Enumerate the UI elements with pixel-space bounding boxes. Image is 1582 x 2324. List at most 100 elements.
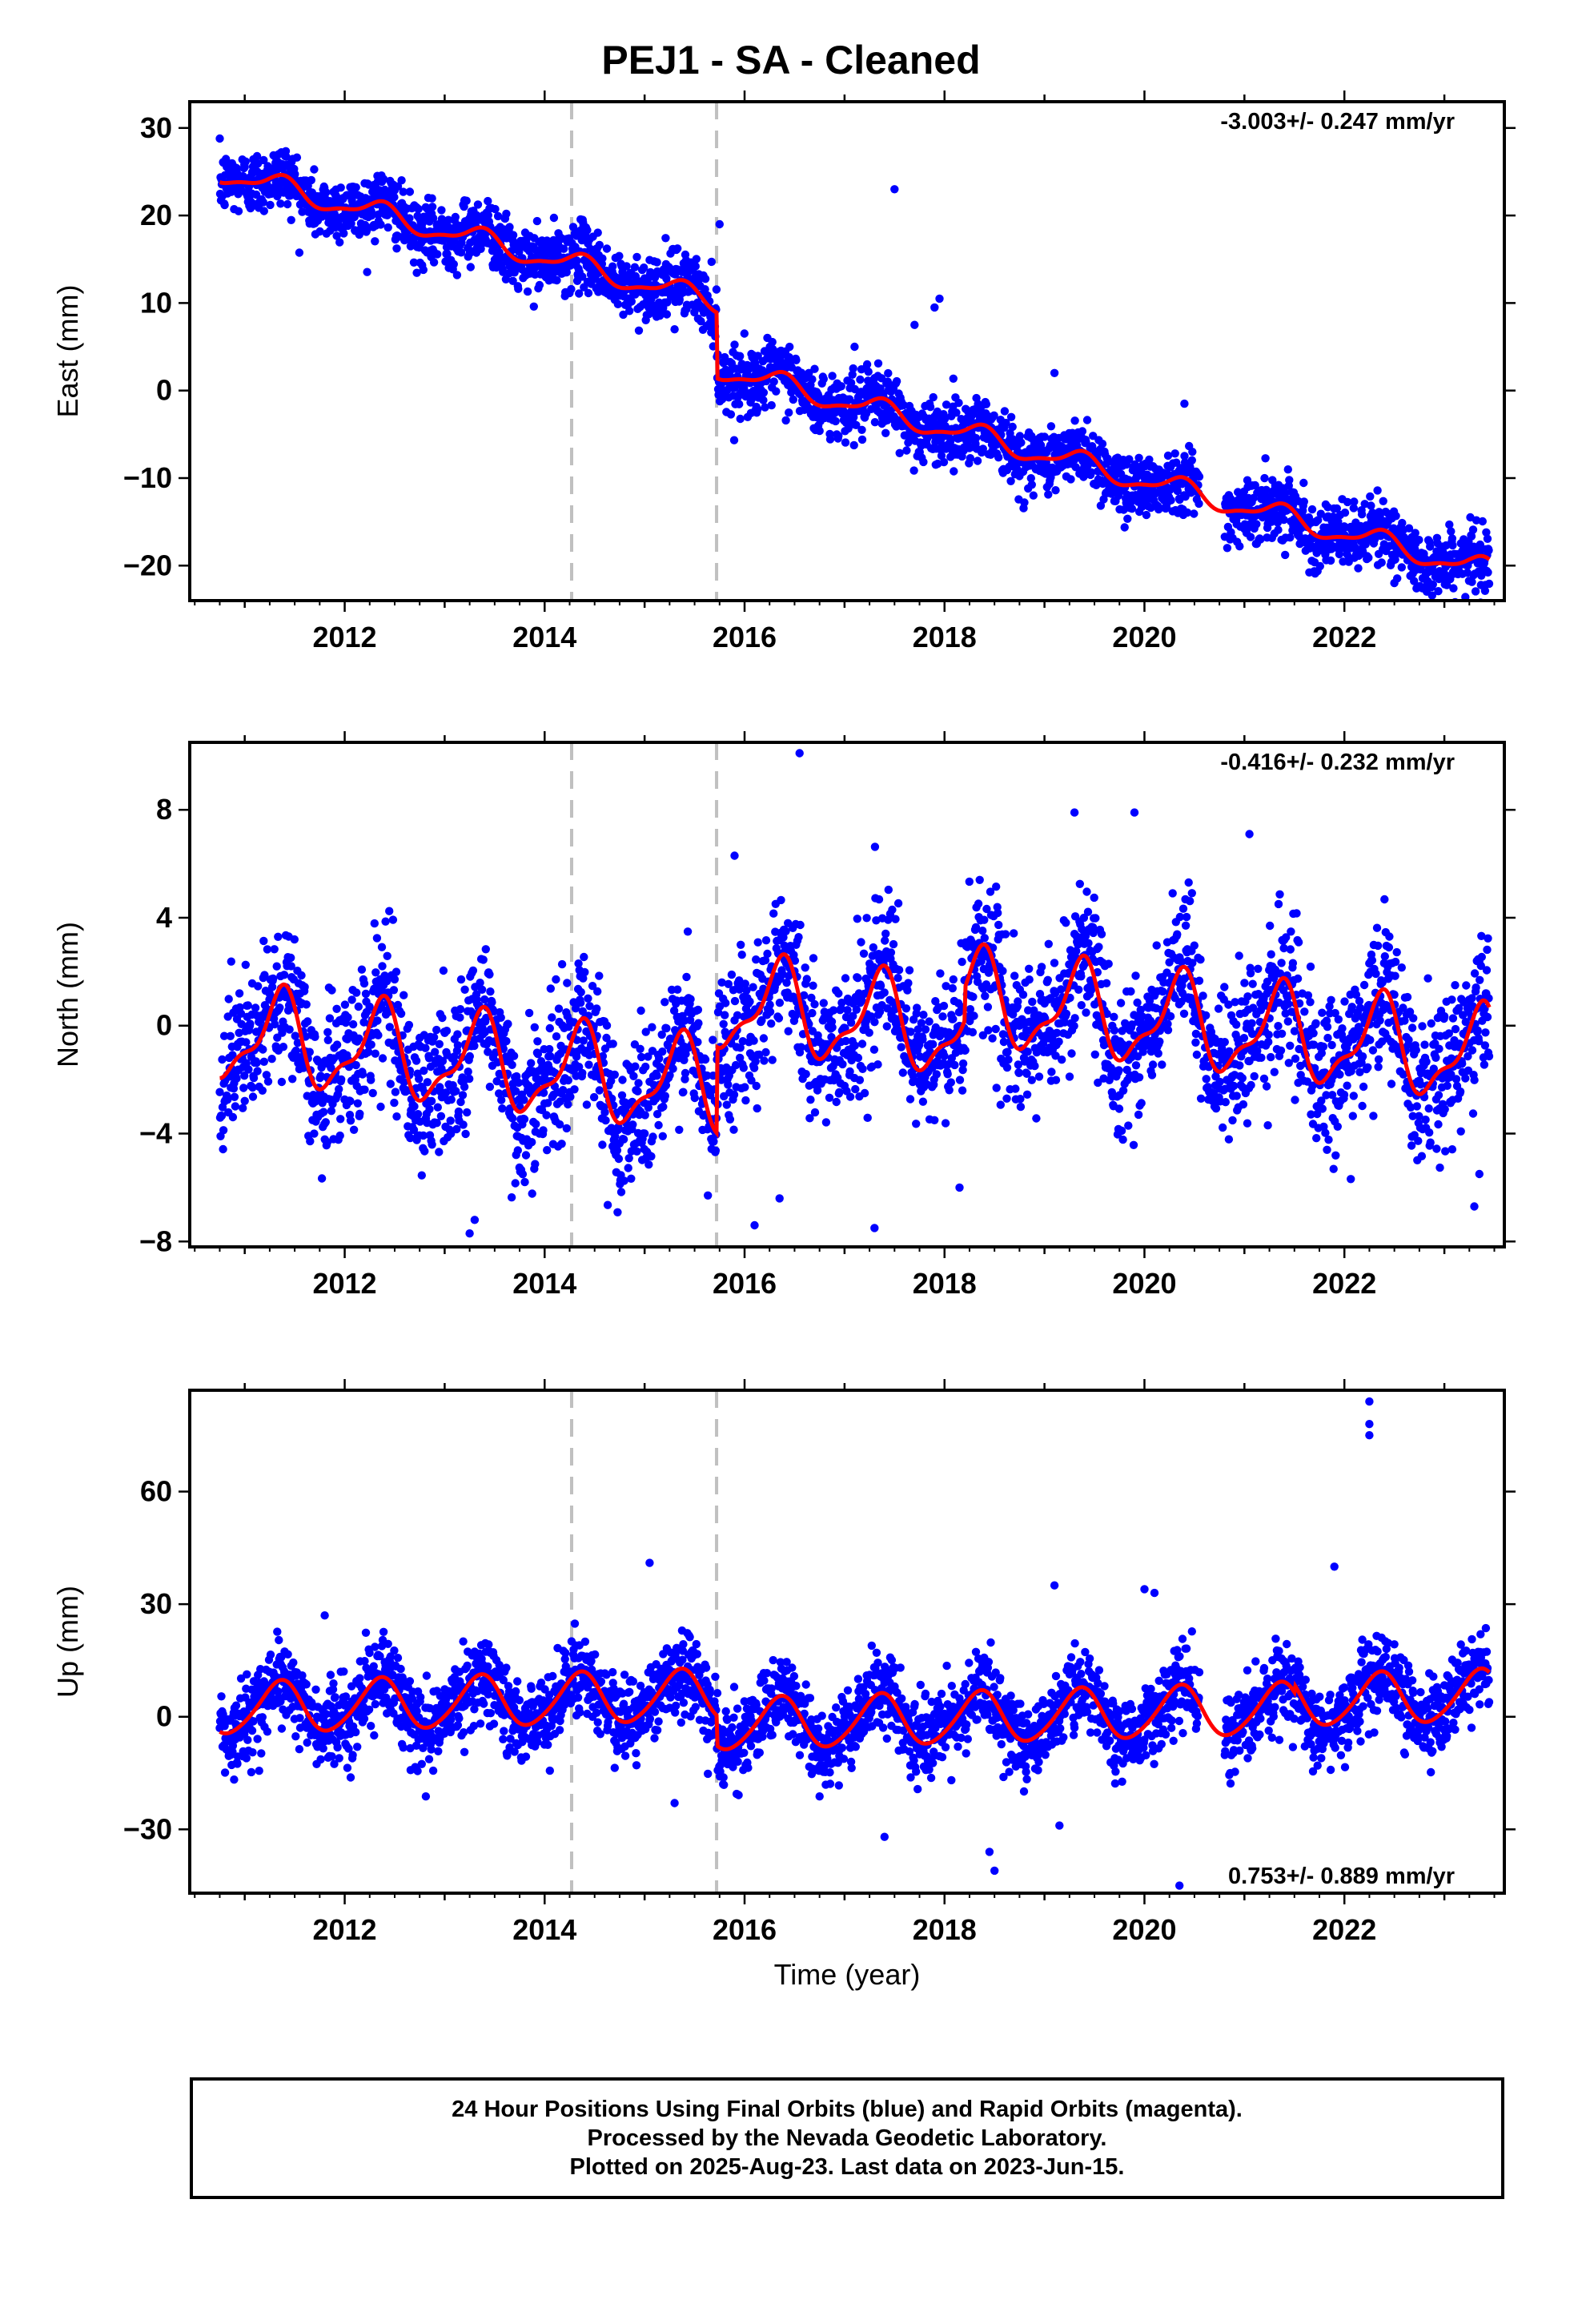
data-point <box>615 251 624 260</box>
data-point <box>389 986 399 995</box>
data-point <box>701 275 710 283</box>
data-point <box>427 1096 436 1106</box>
data-point <box>391 967 401 976</box>
data-point <box>815 426 824 436</box>
data-point <box>1483 534 1492 543</box>
data-point <box>330 210 339 219</box>
data-point <box>1415 536 1423 545</box>
data-point <box>749 983 757 991</box>
data-point <box>428 194 436 203</box>
data-point <box>1223 544 1232 553</box>
data-point <box>752 1081 761 1091</box>
data-point <box>575 289 584 298</box>
data-point <box>704 1191 713 1200</box>
data-point <box>856 375 865 384</box>
data-point <box>892 376 901 386</box>
data-point <box>259 207 268 215</box>
data-point <box>552 1032 561 1041</box>
data-point <box>399 187 408 196</box>
data-point <box>661 1092 669 1100</box>
data-point <box>1484 546 1493 555</box>
data-point <box>429 258 439 267</box>
data-point <box>390 193 399 202</box>
data-point <box>374 1031 383 1039</box>
data-point <box>955 1076 965 1084</box>
data-point <box>841 974 850 983</box>
data-point <box>640 1129 649 1138</box>
data-point <box>433 250 442 259</box>
data-point <box>459 1120 468 1129</box>
data-point <box>1142 510 1151 520</box>
data-point <box>634 1079 643 1088</box>
data-point <box>749 1036 758 1045</box>
data-point <box>739 1063 748 1072</box>
data-point <box>563 979 572 987</box>
data-point <box>647 1152 656 1161</box>
data-point <box>819 999 828 1007</box>
data-point <box>485 970 494 979</box>
data-point <box>578 272 587 281</box>
data-point <box>514 284 523 293</box>
data-point <box>937 451 946 460</box>
data-point <box>1020 498 1029 507</box>
data-point <box>939 457 949 467</box>
data-point <box>584 994 592 1003</box>
data-point <box>851 1084 860 1094</box>
y-axis-label: East (mm) <box>51 285 84 418</box>
data-point <box>353 1099 362 1108</box>
data-point <box>290 935 299 944</box>
data-point <box>564 1076 572 1085</box>
data-point <box>768 337 777 347</box>
data-point <box>230 1092 239 1102</box>
data-point <box>393 182 403 191</box>
data-point <box>363 267 371 276</box>
data-point <box>838 1059 847 1069</box>
data-point <box>741 1096 750 1105</box>
data-point <box>1066 475 1075 484</box>
data-point <box>810 364 819 373</box>
data-point <box>532 1120 540 1128</box>
data-point <box>752 955 761 964</box>
data-point <box>435 1148 444 1156</box>
data-point <box>391 1088 400 1096</box>
data-point <box>821 1118 831 1127</box>
data-point <box>336 1115 345 1124</box>
data-point <box>322 188 331 197</box>
data-point <box>310 1129 319 1138</box>
data-point <box>524 1008 534 1018</box>
data-point <box>636 1044 644 1054</box>
data-point <box>598 254 607 263</box>
data-point <box>969 992 978 1002</box>
data-point <box>693 1038 702 1047</box>
data-point <box>608 262 617 271</box>
data-point <box>884 368 893 378</box>
data-point <box>659 1102 668 1112</box>
data-point <box>415 1075 424 1084</box>
data-point <box>508 1114 517 1123</box>
x-tick-label: 2020 <box>1112 621 1176 653</box>
data-point <box>348 1019 358 1029</box>
data-point <box>857 1039 867 1048</box>
data-point <box>640 263 648 272</box>
data-point <box>796 920 805 930</box>
data-point <box>753 938 762 947</box>
data-point <box>1447 527 1456 536</box>
data-point <box>351 183 360 192</box>
data-point <box>461 1129 470 1139</box>
y-tick-label: 10 <box>140 286 172 319</box>
data-point <box>1484 568 1492 577</box>
data-point <box>390 1098 399 1108</box>
data-point <box>428 214 438 223</box>
data-point <box>367 1076 375 1084</box>
data-point <box>433 1103 442 1112</box>
data-point <box>763 949 772 959</box>
data-point <box>729 436 739 444</box>
data-point <box>658 1132 667 1141</box>
data-point <box>484 211 492 219</box>
data-point <box>973 456 982 465</box>
data-point <box>709 1035 717 1044</box>
data-point <box>371 1049 379 1058</box>
data-point <box>940 1051 949 1060</box>
data-point <box>485 1082 495 1092</box>
data-point <box>484 196 492 206</box>
